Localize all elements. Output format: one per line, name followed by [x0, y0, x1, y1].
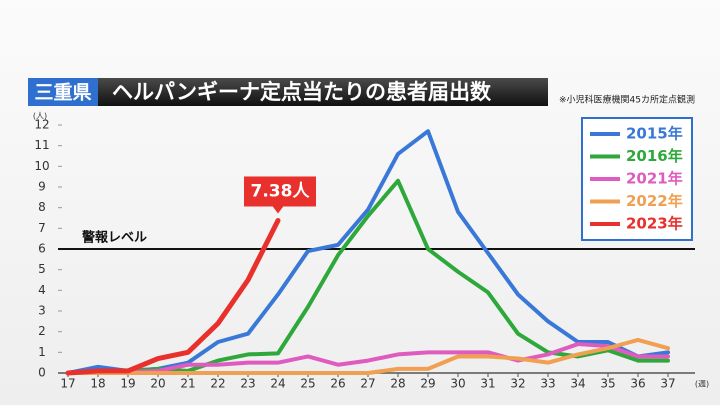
threshold-label: 警報レベル: [82, 230, 147, 246]
x-tick-label: 37: [660, 377, 675, 391]
y-tick-label: 7: [38, 221, 46, 235]
series-line: [66, 129, 670, 375]
value-label-pointer: [272, 205, 284, 214]
x-tick-label: 31: [480, 377, 495, 391]
x-tick-label: 17: [60, 377, 75, 391]
x-tick-label: 23: [240, 377, 255, 391]
x-tick-label: 33: [540, 377, 555, 391]
x-tick-label: 34: [570, 377, 585, 391]
x-tick-label: 32: [510, 377, 525, 391]
y-unit: (人): [33, 112, 47, 121]
x-tick-label: 22: [210, 377, 225, 391]
title: ヘルパンギーナ定点当たりの患者届出数: [112, 80, 492, 104]
x-tick-label: 27: [360, 377, 375, 391]
y-tick-label: 10: [34, 159, 49, 173]
y-tick-label: 2: [38, 324, 46, 338]
legend-label: 2015年: [626, 125, 683, 143]
y-tick-label: 12: [34, 118, 49, 132]
y-tick-label: 9: [38, 180, 46, 194]
x-tick-label: 19: [120, 377, 135, 391]
legend-label: 2021年: [626, 170, 683, 188]
y-tick-label: 11: [34, 138, 49, 152]
series-line: [66, 337, 670, 375]
legend-label: 2016年: [626, 147, 683, 165]
x-tick-label: 29: [420, 377, 435, 391]
note: ※小児科医療機関45カ所定点観測: [559, 94, 695, 106]
x-tick-label: 24: [270, 377, 285, 391]
x-tick-label: 25: [300, 377, 315, 391]
x-tick-label: 21: [180, 377, 195, 391]
y-tick-label: 8: [38, 200, 46, 214]
x-tick-label: 26: [330, 377, 345, 391]
y-tick-label: 5: [38, 262, 46, 276]
legend-label: 2022年: [626, 192, 683, 210]
x-tick-label: 28: [390, 377, 405, 391]
x-tick-label: 20: [150, 377, 165, 391]
value-label-box: [244, 176, 316, 207]
y-tick-label: 3: [38, 304, 46, 318]
series-line: [65, 217, 281, 376]
legend-label: 2023年: [626, 215, 683, 233]
title-bar: [98, 78, 548, 106]
x-tick-label: 36: [630, 377, 645, 391]
x-tick-label: 35: [600, 377, 615, 391]
y-tick-label: 1: [38, 345, 46, 359]
y-tick-label: 0: [38, 366, 46, 380]
y-tick-label: 6: [38, 242, 46, 256]
x-tick-label: 30: [450, 377, 465, 391]
region-box: [28, 78, 98, 106]
series-line: [66, 342, 670, 375]
x-unit: (週): [695, 380, 709, 389]
value-label: 7.38人: [251, 181, 311, 201]
x-tick-label: 18: [90, 377, 105, 391]
y-tick-label: 4: [38, 283, 46, 297]
region: 三重県: [34, 82, 91, 104]
